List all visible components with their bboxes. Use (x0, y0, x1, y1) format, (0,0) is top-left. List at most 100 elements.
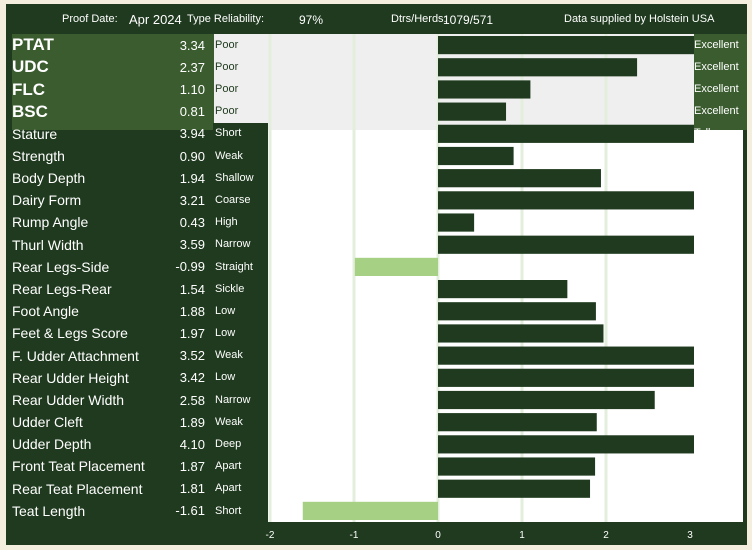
high-label: Straight (694, 282, 732, 295)
trait-row: PTAT 3.34 Poor Excellent (6, 34, 747, 56)
low-label: Apart (215, 482, 242, 495)
summary-label-band (12, 34, 214, 130)
low-label: Poor (215, 83, 239, 96)
trait-row: F. Udder Attachment 3.52 Weak Strong (6, 345, 747, 367)
trait-value: 1.54 (179, 281, 205, 297)
trait-name: Rear Udder Height (12, 369, 129, 386)
bar-7 (438, 191, 694, 210)
trait-row: Rear Legs-Rear 1.54 Sickle Straight (6, 278, 747, 300)
low-label: Deep (215, 438, 242, 451)
type-reliability-label: Type Reliability: (187, 13, 265, 25)
trait-row: Udder Cleft 1.89 Weak Strong (6, 411, 747, 433)
trait-value: 3.21 (179, 192, 205, 208)
trait-name: Dairy Form (12, 192, 82, 209)
trait-row: Rear Legs-Side -0.99 Straight Sickle (6, 256, 747, 278)
trait-row: Thurl Width 3.59 Narrow Wide (6, 234, 747, 256)
low-label: Low (215, 327, 236, 340)
trait-name: Rump Angle (12, 214, 89, 231)
proof-date: Apr 2024 (129, 12, 182, 27)
low-label-column (213, 122, 268, 522)
low-label: Sickle (215, 282, 245, 295)
trait-value: 3.52 (179, 348, 205, 364)
trait-value: 1.10 (179, 81, 205, 97)
low-label: Coarse (215, 194, 251, 207)
high-label: High (694, 371, 717, 384)
bar-13 (438, 324, 604, 343)
bar-5 (438, 146, 514, 166)
trait-value: 3.94 (179, 126, 205, 142)
trait-value: 2.37 (179, 59, 205, 75)
trait-row: Strength 0.90 Weak Strong (6, 145, 747, 167)
high-label: Excellent (694, 83, 739, 96)
high-label: Wide (694, 238, 720, 251)
trait-name: Stature (12, 125, 58, 142)
trait-name: Thurl Width (12, 236, 84, 253)
high-label: Sloped (694, 216, 729, 229)
trait-value: 1.88 (179, 303, 205, 319)
trait-row: Feet & Legs Score 1.97 Low High (6, 322, 747, 344)
x-tick-label: -2 (265, 530, 275, 541)
low-label: Weak (215, 149, 243, 162)
bar-20 (438, 479, 591, 498)
trait-name: Rear Udder Width (12, 391, 125, 408)
linear-trait-chart: Proof Date: Apr 2024 Type Reliability: 9… (6, 4, 747, 545)
bar-8 (438, 213, 475, 232)
trait-value: 1.97 (179, 325, 205, 341)
low-label: Short (215, 504, 242, 517)
x-axis: -2 -1 0 1 2 3 (6, 522, 747, 545)
high-label: Strong (694, 149, 727, 162)
low-label: Narrow (215, 393, 251, 406)
trait-row: FLC 1.10 Poor Excellent (6, 78, 747, 100)
bar-3 (438, 102, 507, 121)
trait-name: Udder Depth (12, 436, 92, 453)
low-label: Low (215, 371, 236, 384)
high-label: Sickle (694, 260, 724, 273)
x-tick-label: 0 (435, 530, 441, 541)
type-reliability: 97% (299, 13, 324, 27)
trait-row: Dairy Form 3.21 Coarse Open Rib (6, 189, 747, 211)
high-label: Close (694, 482, 723, 495)
high-label: Long (694, 504, 719, 517)
bar-11 (438, 280, 568, 299)
trait-name: BSC (12, 101, 48, 121)
trait-name: FLC (12, 79, 46, 99)
low-label: Poor (215, 105, 239, 118)
trait-row: Stature 3.94 Short Tall (6, 123, 747, 145)
trait-name: Rear Legs-Side (12, 258, 110, 275)
summary-high-band (694, 34, 747, 130)
trait-row: BSC 0.81 Poor Excellent (6, 101, 747, 123)
low-label: Narrow (215, 238, 251, 251)
trait-row: Rear Udder Width 2.58 Narrow Wide (6, 389, 747, 411)
trait-value: -0.99 (175, 259, 205, 275)
x-tick-label: 2 (603, 530, 609, 541)
high-label: Open Rib (694, 194, 741, 207)
high-label: Strong (694, 415, 727, 428)
low-label: Poor (215, 60, 239, 73)
bar-18 (438, 435, 694, 454)
bar-14 (438, 346, 694, 365)
bar-2 (438, 80, 531, 99)
dtrs-herds: 1079/571 (443, 13, 494, 27)
high-label: Excellent (694, 60, 739, 73)
trait-value: 0.90 (179, 148, 205, 164)
bar-9 (438, 235, 694, 254)
bar-0 (438, 36, 694, 55)
trait-row: UDC 2.37 Poor Excellent (6, 56, 747, 78)
trait-row: Foot Angle 1.88 Low Steep (6, 300, 747, 322)
data-source: Data supplied by Holstein USA (564, 13, 715, 25)
low-label: High (215, 216, 238, 229)
low-label: Shallow (215, 171, 254, 184)
trait-value: 3.59 (179, 237, 205, 253)
trait-name: Body Depth (12, 170, 86, 187)
x-tick-label: 1 (519, 530, 525, 541)
low-label: Straight (215, 260, 253, 273)
low-label: Short (215, 127, 242, 140)
low-label: Poor (215, 38, 239, 51)
trait-row: Udder Depth 4.10 Deep Shallow (6, 433, 747, 455)
trait-value: 0.43 (179, 215, 205, 231)
high-label: Excellent (694, 105, 739, 118)
trait-value: 1.87 (179, 459, 205, 475)
bar-1 (438, 58, 638, 77)
bar-layer (268, 34, 694, 522)
high-label: Close (694, 460, 723, 473)
